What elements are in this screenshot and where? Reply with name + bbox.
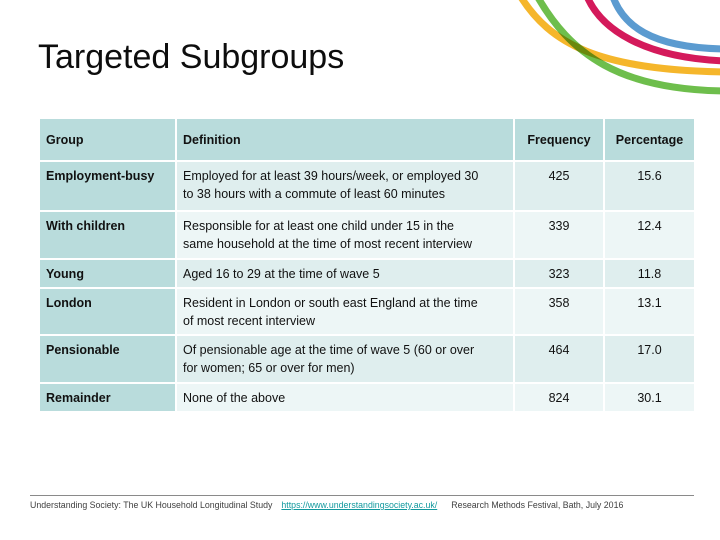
cell-group: Remainder xyxy=(38,382,177,413)
cell-group: With children xyxy=(38,210,177,260)
brand-swirl-graphic xyxy=(518,0,720,95)
cell-frequency: 425 xyxy=(513,160,605,212)
cell-frequency: 339 xyxy=(513,210,605,260)
table-row: Pensionable Of pensionable age at the ti… xyxy=(38,334,696,384)
cell-percentage: 17.0 xyxy=(603,334,696,384)
footer-study-name: Understanding Society: The UK Household … xyxy=(30,500,273,510)
table-row: Young Aged 16 to 29 at the time of wave … xyxy=(38,258,696,289)
cell-definition: Of pensionable age at the time of wave 5… xyxy=(183,343,475,375)
cell-group: Young xyxy=(38,258,177,289)
swirl-green-curve xyxy=(535,0,720,95)
cell-frequency: 358 xyxy=(513,287,605,336)
column-header-group: Group xyxy=(38,117,177,162)
footer-link[interactable]: https://www.understandingsociety.ac.uk/ xyxy=(281,500,438,510)
table-row: With children Responsible for at least o… xyxy=(38,210,696,260)
cell-group: Employment-busy xyxy=(38,160,177,212)
cell-frequency: 323 xyxy=(513,258,605,289)
cell-percentage: 13.1 xyxy=(603,287,696,336)
slide-title: Targeted Subgroups xyxy=(38,38,345,76)
cell-percentage: 12.4 xyxy=(603,210,696,260)
table-row: London Resident in London or south east … xyxy=(38,287,696,336)
cell-percentage: 30.1 xyxy=(603,382,696,413)
footer: Understanding Society: The UK Household … xyxy=(30,495,694,510)
cell-frequency: 824 xyxy=(513,382,605,413)
cell-definition: Aged 16 to 29 at the time of wave 5 xyxy=(183,267,380,281)
cell-definition: Responsible for at least one child under… xyxy=(183,219,473,251)
table-row: Remainder None of the above 824 30.1 xyxy=(38,382,696,413)
cell-definition: None of the above xyxy=(183,391,286,405)
column-header-definition: Definition xyxy=(175,117,515,162)
cell-definition: Resident in London or south east England… xyxy=(183,296,478,328)
column-header-percentage: Percentage xyxy=(603,117,696,162)
cell-percentage: 15.6 xyxy=(603,160,696,212)
cell-group: Pensionable xyxy=(38,334,177,384)
footer-event: Research Methods Festival, Bath, July 20… xyxy=(451,500,624,510)
cell-percentage: 11.8 xyxy=(603,258,696,289)
swirl-blue-curve xyxy=(610,0,720,53)
swirl-red-curve xyxy=(584,0,720,65)
cell-definition: Employed for at least 39 hours/week, or … xyxy=(183,169,479,201)
table-row: Employment-busy Employed for at least 39… xyxy=(38,160,696,212)
table-header-row: Group Definition Frequency Percentage xyxy=(38,117,696,162)
subgroups-table: Group Definition Frequency Percentage Em… xyxy=(38,117,696,413)
column-header-frequency: Frequency xyxy=(513,117,605,162)
cell-frequency: 464 xyxy=(513,334,605,384)
cell-group: London xyxy=(38,287,177,336)
